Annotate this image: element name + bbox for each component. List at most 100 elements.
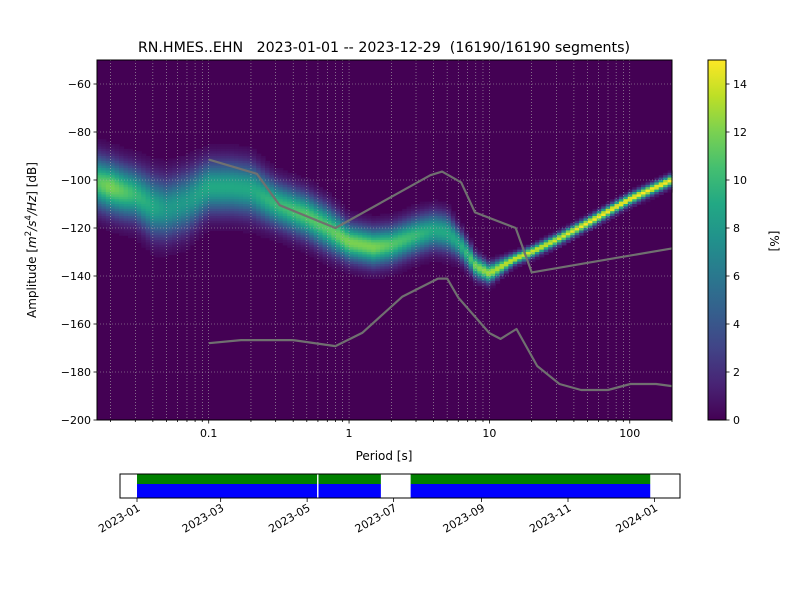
- heatmap-cell: [220, 148, 226, 152]
- colorbar-tick-label: 4: [733, 318, 740, 331]
- heatmap-cell: [154, 192, 160, 195]
- heatmap-cell: [596, 213, 602, 217]
- heatmap-cell: [269, 172, 275, 176]
- heatmap-cell: [234, 194, 240, 198]
- heatmap-cell: [110, 206, 116, 210]
- heatmap-cell: [411, 244, 417, 248]
- heatmap-cell: [468, 244, 474, 248]
- heatmap-cell: [583, 216, 589, 219]
- noise-model-lines: [208, 158, 673, 392]
- heatmap-cell: [596, 206, 602, 210]
- heatmap-cell: [335, 204, 341, 207]
- heatmap-cell: [238, 151, 244, 155]
- heatmap-cell: [455, 242, 461, 246]
- heatmap-cell: [433, 247, 439, 251]
- heatmap-cell: [300, 196, 306, 200]
- heatmap-cell: [185, 189, 191, 193]
- heatmap-cell: [313, 256, 319, 260]
- heatmap-cell: [212, 194, 218, 198]
- heatmap-cell: [256, 192, 262, 195]
- y-tick-label: −60: [68, 78, 91, 91]
- heatmap-cell: [207, 213, 213, 217]
- heatmap-cell: [234, 199, 240, 203]
- heatmap-cell: [481, 280, 487, 284]
- heatmap-cell: [353, 244, 359, 248]
- heatmap-cell: [163, 244, 169, 248]
- heatmap-cell: [176, 232, 182, 236]
- heatmap-cell: [455, 256, 461, 260]
- heatmap-cell: [163, 182, 169, 186]
- heatmap-cell: [198, 189, 204, 193]
- heatmap-cell: [393, 232, 399, 236]
- heatmap-cell: [172, 201, 178, 205]
- heatmap-cell: [327, 237, 333, 241]
- heatmap-cell: [260, 175, 266, 179]
- heatmap-cell: [371, 240, 377, 243]
- heatmap-cell: [225, 148, 231, 152]
- heatmap-cell: [163, 230, 169, 234]
- heatmap-cell: [446, 218, 452, 222]
- heatmap-cell: [353, 261, 359, 265]
- heatmap-cell: [119, 201, 125, 205]
- heatmap-cell: [649, 182, 655, 186]
- heatmap-cell: [123, 153, 129, 157]
- heatmap-cell: [145, 175, 151, 179]
- heatmap-cell: [287, 230, 293, 234]
- heatmap-cell: [194, 177, 200, 181]
- heatmap-cell: [291, 175, 297, 179]
- heatmap-cell: [185, 237, 191, 241]
- heatmap-cell: [406, 218, 412, 222]
- heatmap-cell: [402, 264, 408, 267]
- heatmap-cell: [189, 225, 195, 229]
- heatmap-cell: [596, 216, 602, 219]
- heatmap-cell: [543, 249, 549, 253]
- heatmap-cell: [119, 232, 125, 236]
- heatmap-cell: [393, 256, 399, 260]
- heatmap-cell: [234, 180, 240, 183]
- heatmap-cell: [127, 218, 133, 222]
- heatmap-cell: [468, 237, 474, 241]
- heatmap-cell: [172, 189, 178, 193]
- heatmap-cell: [565, 232, 571, 236]
- heatmap-cell: [380, 244, 386, 248]
- heatmap-cell: [437, 218, 443, 222]
- heatmap-cell: [384, 228, 390, 231]
- heatmap-cell: [384, 261, 390, 265]
- heatmap-cell: [384, 254, 390, 258]
- heatmap-cell: [114, 180, 120, 183]
- heatmap-cell: [194, 218, 200, 222]
- heatmap-cell: [225, 165, 231, 169]
- heatmap-cell: [189, 177, 195, 181]
- heatmap-cell: [101, 192, 107, 195]
- heatmap-cell: [397, 247, 403, 251]
- heatmap-cell: [119, 213, 125, 217]
- heatmap-cell: [415, 216, 421, 219]
- heatmap-cell: [636, 184, 642, 188]
- heatmap-cell: [212, 187, 218, 191]
- heatmap-cell: [207, 153, 213, 157]
- heatmap-cell: [614, 201, 620, 205]
- heatmap-cell: [472, 247, 478, 251]
- heatmap-cell: [658, 184, 664, 188]
- heatmap-cell: [185, 220, 191, 224]
- heatmap-cell: [481, 271, 487, 275]
- heatmap-cell: [203, 192, 209, 195]
- heatmap-cell: [331, 254, 337, 258]
- heatmap-cell: [207, 199, 213, 203]
- heatmap-cell: [335, 235, 341, 239]
- heatmap-cell: [158, 223, 164, 227]
- heatmap-cell: [234, 175, 240, 179]
- heatmap-cell: [242, 206, 248, 210]
- heatmap-cell: [132, 160, 138, 164]
- heatmap-cell: [464, 232, 470, 236]
- heatmap-cell: [322, 220, 328, 224]
- heatmap-cell: [278, 206, 284, 210]
- heatmap-cell: [610, 216, 616, 219]
- heatmap-cell: [242, 146, 248, 150]
- heatmap-cell: [212, 158, 218, 162]
- heatmap-cell: [278, 194, 284, 198]
- heatmap-cell: [464, 256, 470, 260]
- heatmap-cell: [260, 196, 266, 200]
- heatmap-cell: [464, 237, 470, 241]
- heatmap-cell: [446, 225, 452, 229]
